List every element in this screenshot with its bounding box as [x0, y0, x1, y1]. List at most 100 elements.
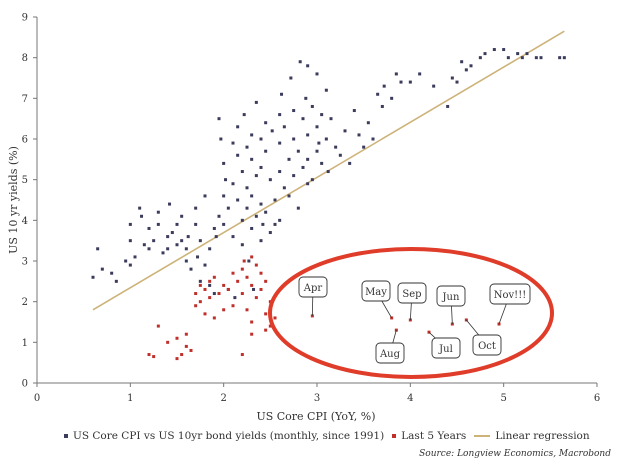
point-last5: [259, 287, 263, 291]
point-last5: [264, 279, 268, 283]
point-monthly: [520, 56, 524, 60]
legend: US Core CPI vs US 10yr bond yields (mont…: [64, 430, 590, 442]
callout-box: [361, 280, 391, 302]
point-monthly: [320, 161, 324, 165]
point-last5: [222, 283, 226, 287]
point-monthly: [142, 243, 146, 247]
y-tick-label: 7: [22, 94, 28, 105]
point-monthly: [138, 206, 142, 210]
x-tick-label: 4: [407, 393, 413, 404]
y-tick-label: 4: [22, 216, 28, 227]
point-monthly: [324, 137, 328, 141]
point-monthly: [231, 182, 235, 186]
y-tick-label: 0: [22, 379, 28, 390]
point-last5: [250, 332, 254, 336]
point-monthly: [236, 198, 240, 202]
point-monthly: [315, 72, 319, 76]
point-last5: [147, 353, 151, 357]
point-monthly: [124, 259, 128, 263]
point-last5: [194, 292, 198, 296]
point-last5: [254, 263, 258, 267]
callout-label: Sep: [402, 289, 421, 300]
point-last5: [231, 304, 235, 308]
point-monthly: [110, 271, 114, 275]
point-monthly: [326, 170, 330, 174]
point-monthly: [180, 239, 184, 243]
point-monthly: [236, 153, 240, 157]
point-monthly: [292, 109, 296, 113]
point-monthly: [306, 182, 310, 186]
point-monthly: [301, 165, 305, 169]
callout-box: [431, 337, 461, 359]
point-monthly: [217, 117, 221, 121]
point-monthly: [140, 214, 144, 218]
point-last5: [156, 324, 160, 328]
y-tick-label: 5: [22, 175, 28, 186]
point-monthly: [287, 194, 291, 198]
point-monthly: [304, 96, 308, 100]
x-tick-label: 2: [220, 393, 226, 404]
legend-item-last5: Last 5 Years: [392, 430, 466, 442]
point-monthly: [502, 48, 506, 52]
point-monthly: [268, 231, 272, 235]
point-last5: [245, 275, 249, 279]
point-monthly: [264, 210, 268, 214]
y-axis-title: US 10 yr yields (%): [7, 146, 20, 254]
point-monthly: [460, 60, 464, 64]
point-monthly: [203, 263, 207, 267]
point-monthly: [270, 129, 274, 133]
point-monthly: [231, 235, 235, 239]
point-monthly: [184, 259, 188, 263]
point-last5: [240, 267, 244, 271]
point-last5: [194, 304, 198, 308]
callout-box: [472, 334, 502, 356]
point-monthly: [310, 178, 314, 182]
point-last5: [152, 355, 156, 359]
point-monthly: [212, 226, 216, 230]
legend-label-regression: Linear regression: [495, 430, 590, 442]
point-monthly: [432, 84, 436, 88]
point-last5: [203, 312, 207, 316]
y-tick-label: 6: [22, 135, 28, 146]
point-monthly: [91, 275, 95, 279]
point-monthly: [282, 186, 286, 190]
point-monthly: [175, 243, 179, 247]
point-monthly: [287, 157, 291, 161]
point-last5: [226, 287, 230, 291]
point-monthly: [399, 80, 403, 84]
point-monthly: [212, 292, 216, 296]
point-last5: [208, 279, 212, 283]
point-last5: [250, 255, 254, 259]
point-monthly: [96, 247, 100, 251]
point-monthly: [296, 149, 300, 153]
point-monthly: [273, 222, 277, 226]
point-monthly: [242, 113, 246, 117]
point-monthly: [247, 259, 251, 263]
point-monthly: [320, 113, 324, 117]
point-monthly: [245, 206, 249, 210]
legend-label-monthly: US Core CPI vs US 10yr bond yields (mont…: [73, 430, 385, 442]
point-last5: [212, 316, 216, 320]
point-monthly: [245, 145, 249, 149]
source-note: Source: Longview Economics, Macrobond: [419, 449, 611, 459]
legend-marker-monthly: [64, 434, 68, 438]
point-monthly: [240, 243, 244, 247]
point-monthly: [208, 247, 212, 251]
point-monthly: [292, 174, 296, 178]
point-monthly: [376, 92, 380, 96]
point-monthly: [219, 137, 223, 141]
x-tick-label: 1: [127, 393, 133, 404]
point-monthly: [343, 129, 347, 133]
highlight-ellipse: [268, 247, 554, 379]
point-last5: [180, 353, 184, 357]
point-monthly: [280, 92, 284, 96]
point-monthly: [259, 165, 263, 169]
point-monthly: [259, 137, 263, 141]
point-last5: [208, 296, 212, 300]
legend-marker-last5: [392, 434, 397, 438]
point-monthly: [147, 247, 151, 251]
point-last5: [259, 271, 263, 275]
point-last5: [240, 353, 244, 357]
legend-marker-regression: [474, 435, 491, 437]
point-monthly: [222, 222, 226, 226]
